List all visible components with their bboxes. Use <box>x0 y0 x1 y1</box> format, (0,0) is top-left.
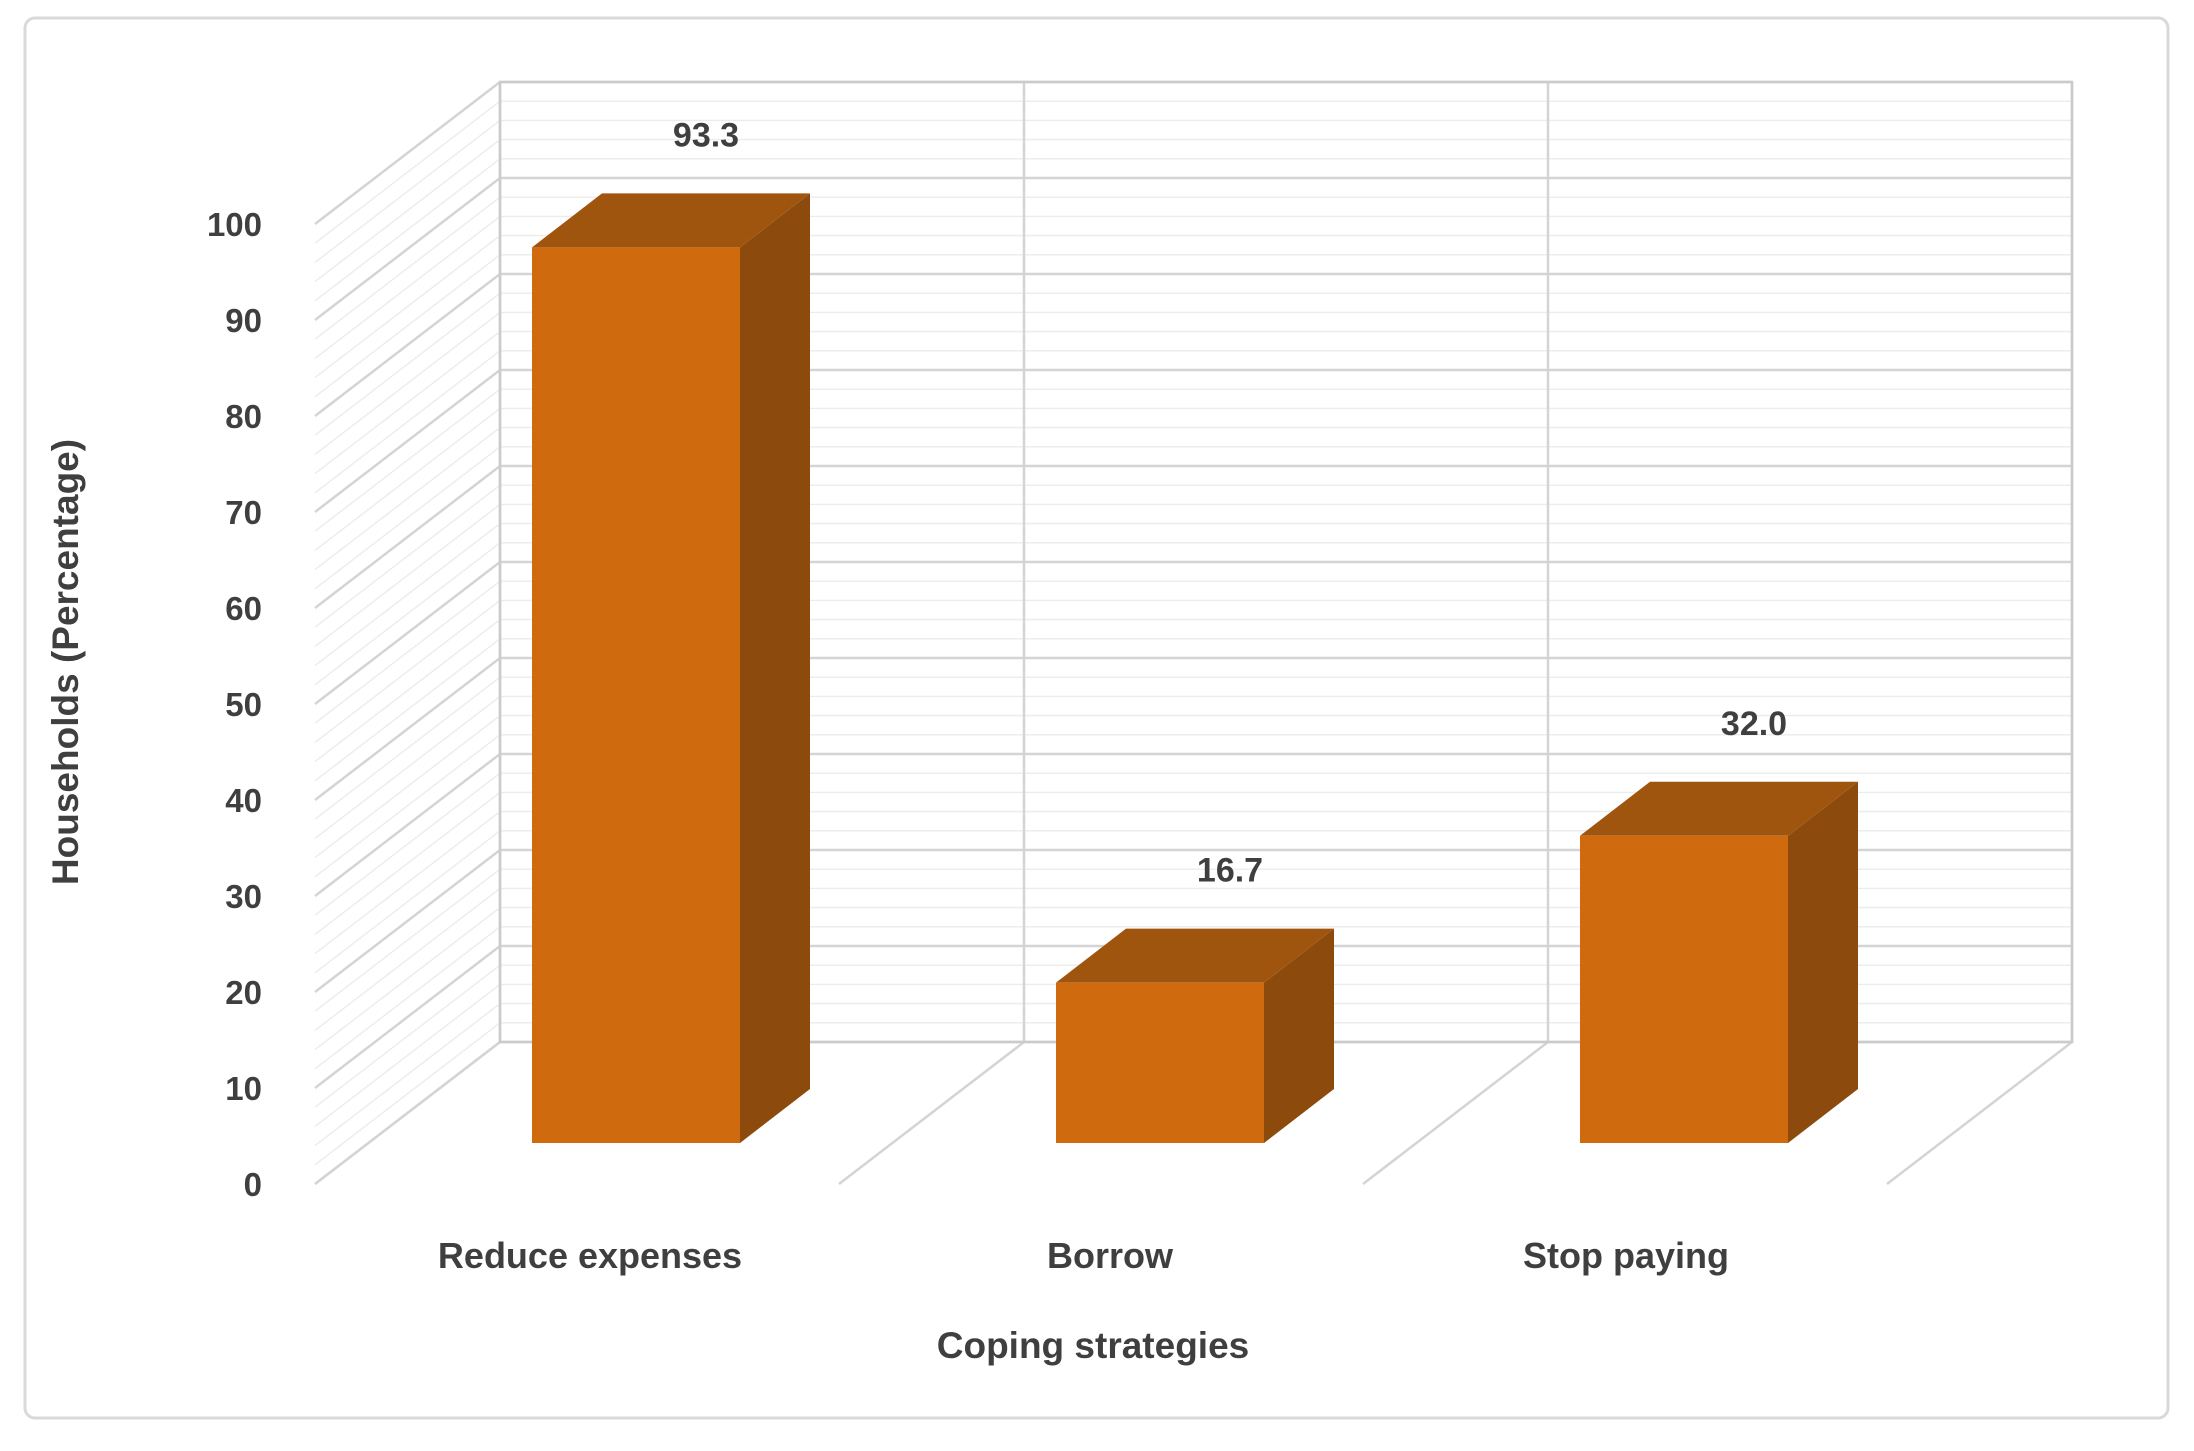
sidewall-gridline-major <box>314 753 501 897</box>
sidewall-gridline-minor <box>314 983 501 1127</box>
category-label-borrow: Borrow <box>1047 1235 1174 1276</box>
sidewall-gridline-minor <box>314 907 501 1051</box>
bar-top-face-stop-paying <box>1580 781 1858 836</box>
x-axis-title: Coping strategies <box>937 1325 1250 1366</box>
sidewall-gridline-minor <box>314 791 501 935</box>
y-tick-label: 20 <box>225 974 262 1011</box>
sidewall-gridline-minor <box>314 887 501 1031</box>
sidewall-gridline-minor <box>314 100 501 244</box>
sidewall-gridline-major <box>314 81 501 225</box>
sidewall-gridline-minor <box>314 523 501 667</box>
sidewall-gridline-minor <box>314 638 501 782</box>
y-tick-label: 60 <box>225 590 262 627</box>
sidewall-gridline-minor <box>314 542 501 686</box>
floor-divider <box>1886 1041 2073 1185</box>
sidewall-gridline-minor <box>314 676 501 820</box>
sidewall-gridline-minor <box>314 331 501 475</box>
y-tick-label: 100 <box>207 206 262 243</box>
sidewall-gridline-minor <box>314 235 501 379</box>
sidewall-gridline-minor <box>314 350 501 494</box>
sidewall-gridline-minor <box>314 734 501 878</box>
floor-divider <box>1362 1041 1549 1185</box>
bar-data-label: 32.0 <box>1721 705 1787 743</box>
y-tick-label: 70 <box>225 494 262 531</box>
y-tick-label: 10 <box>225 1070 262 1107</box>
sidewall-gridline-minor <box>314 926 501 1070</box>
sidewall-gridline-minor <box>314 292 501 436</box>
sidewall-gridline-major <box>314 465 501 609</box>
sidewall-gridline-minor <box>314 830 501 974</box>
sidewall-gridline-minor <box>314 811 501 955</box>
sidewall-gridline-minor <box>314 503 501 647</box>
sidewall-gridline-minor <box>314 580 501 724</box>
sidewall-gridline-major <box>314 657 501 801</box>
sidewall-gridline-minor <box>314 964 501 1108</box>
sidewall-gridline-major <box>314 369 501 513</box>
y-tick-label: 50 <box>225 686 262 723</box>
bar-stop-paying <box>1580 835 1788 1143</box>
sidewall-gridline-minor <box>314 158 501 302</box>
sidewall-gridline-minor <box>314 1022 501 1166</box>
bar-borrow <box>1056 982 1264 1143</box>
floor-divider <box>838 1041 1025 1185</box>
bar-side-face-stop-paying <box>1788 781 1858 1143</box>
bar-data-label: 93.3 <box>673 116 739 154</box>
sidewall-gridline-minor <box>314 139 501 283</box>
y-axis-title: Households (Percentage) <box>45 439 86 885</box>
sidewall-gridline-minor <box>314 446 501 590</box>
bar-side-face-reduce-expenses <box>740 193 810 1143</box>
y-tick-label: 40 <box>225 782 262 819</box>
y-tick-label: 80 <box>225 398 262 435</box>
floor-divider <box>314 1041 501 1185</box>
category-label-stop-paying: Stop paying <box>1523 1235 1729 1276</box>
y-tick-label: 30 <box>225 878 262 915</box>
sidewall-gridline-minor <box>314 427 501 571</box>
sidewall-gridline-minor <box>314 1003 501 1147</box>
sidewall-gridline-minor <box>314 695 501 839</box>
sidewall-gridline-major <box>314 273 501 417</box>
bar-reduce-expenses <box>532 247 740 1143</box>
bar-data-label: 16.7 <box>1197 852 1263 890</box>
sidewall-gridline-minor <box>314 311 501 455</box>
sidewall-gridline-major <box>314 177 501 321</box>
sidewall-gridline-minor <box>314 254 501 398</box>
bar-top-face-reduce-expenses <box>532 193 810 248</box>
sidewall-gridline-minor <box>314 407 501 551</box>
sidewall-gridline-major <box>314 945 501 1089</box>
sidewall-gridline-minor <box>314 484 501 628</box>
sidewall-gridline-minor <box>314 215 501 359</box>
bar-side-face-borrow <box>1264 928 1334 1143</box>
sidewall-gridline-major <box>314 561 501 705</box>
sidewall-gridline-minor <box>314 868 501 1012</box>
sidewall-gridline-major <box>314 849 501 993</box>
sidewall-gridline-minor <box>314 196 501 340</box>
y-tick-label: 0 <box>244 1166 262 1203</box>
sidewall-gridline-minor <box>314 715 501 859</box>
sidewall-gridline-minor <box>314 599 501 743</box>
category-label-reduce-expenses: Reduce expenses <box>438 1235 742 1276</box>
bar-top-face-borrow <box>1056 928 1334 983</box>
sidewall-gridline-minor <box>314 388 501 532</box>
sidewall-gridline-minor <box>314 619 501 763</box>
sidewall-gridline-minor <box>314 772 501 916</box>
sidewall-gridline-minor <box>314 119 501 263</box>
y-tick-label: 90 <box>225 302 262 339</box>
